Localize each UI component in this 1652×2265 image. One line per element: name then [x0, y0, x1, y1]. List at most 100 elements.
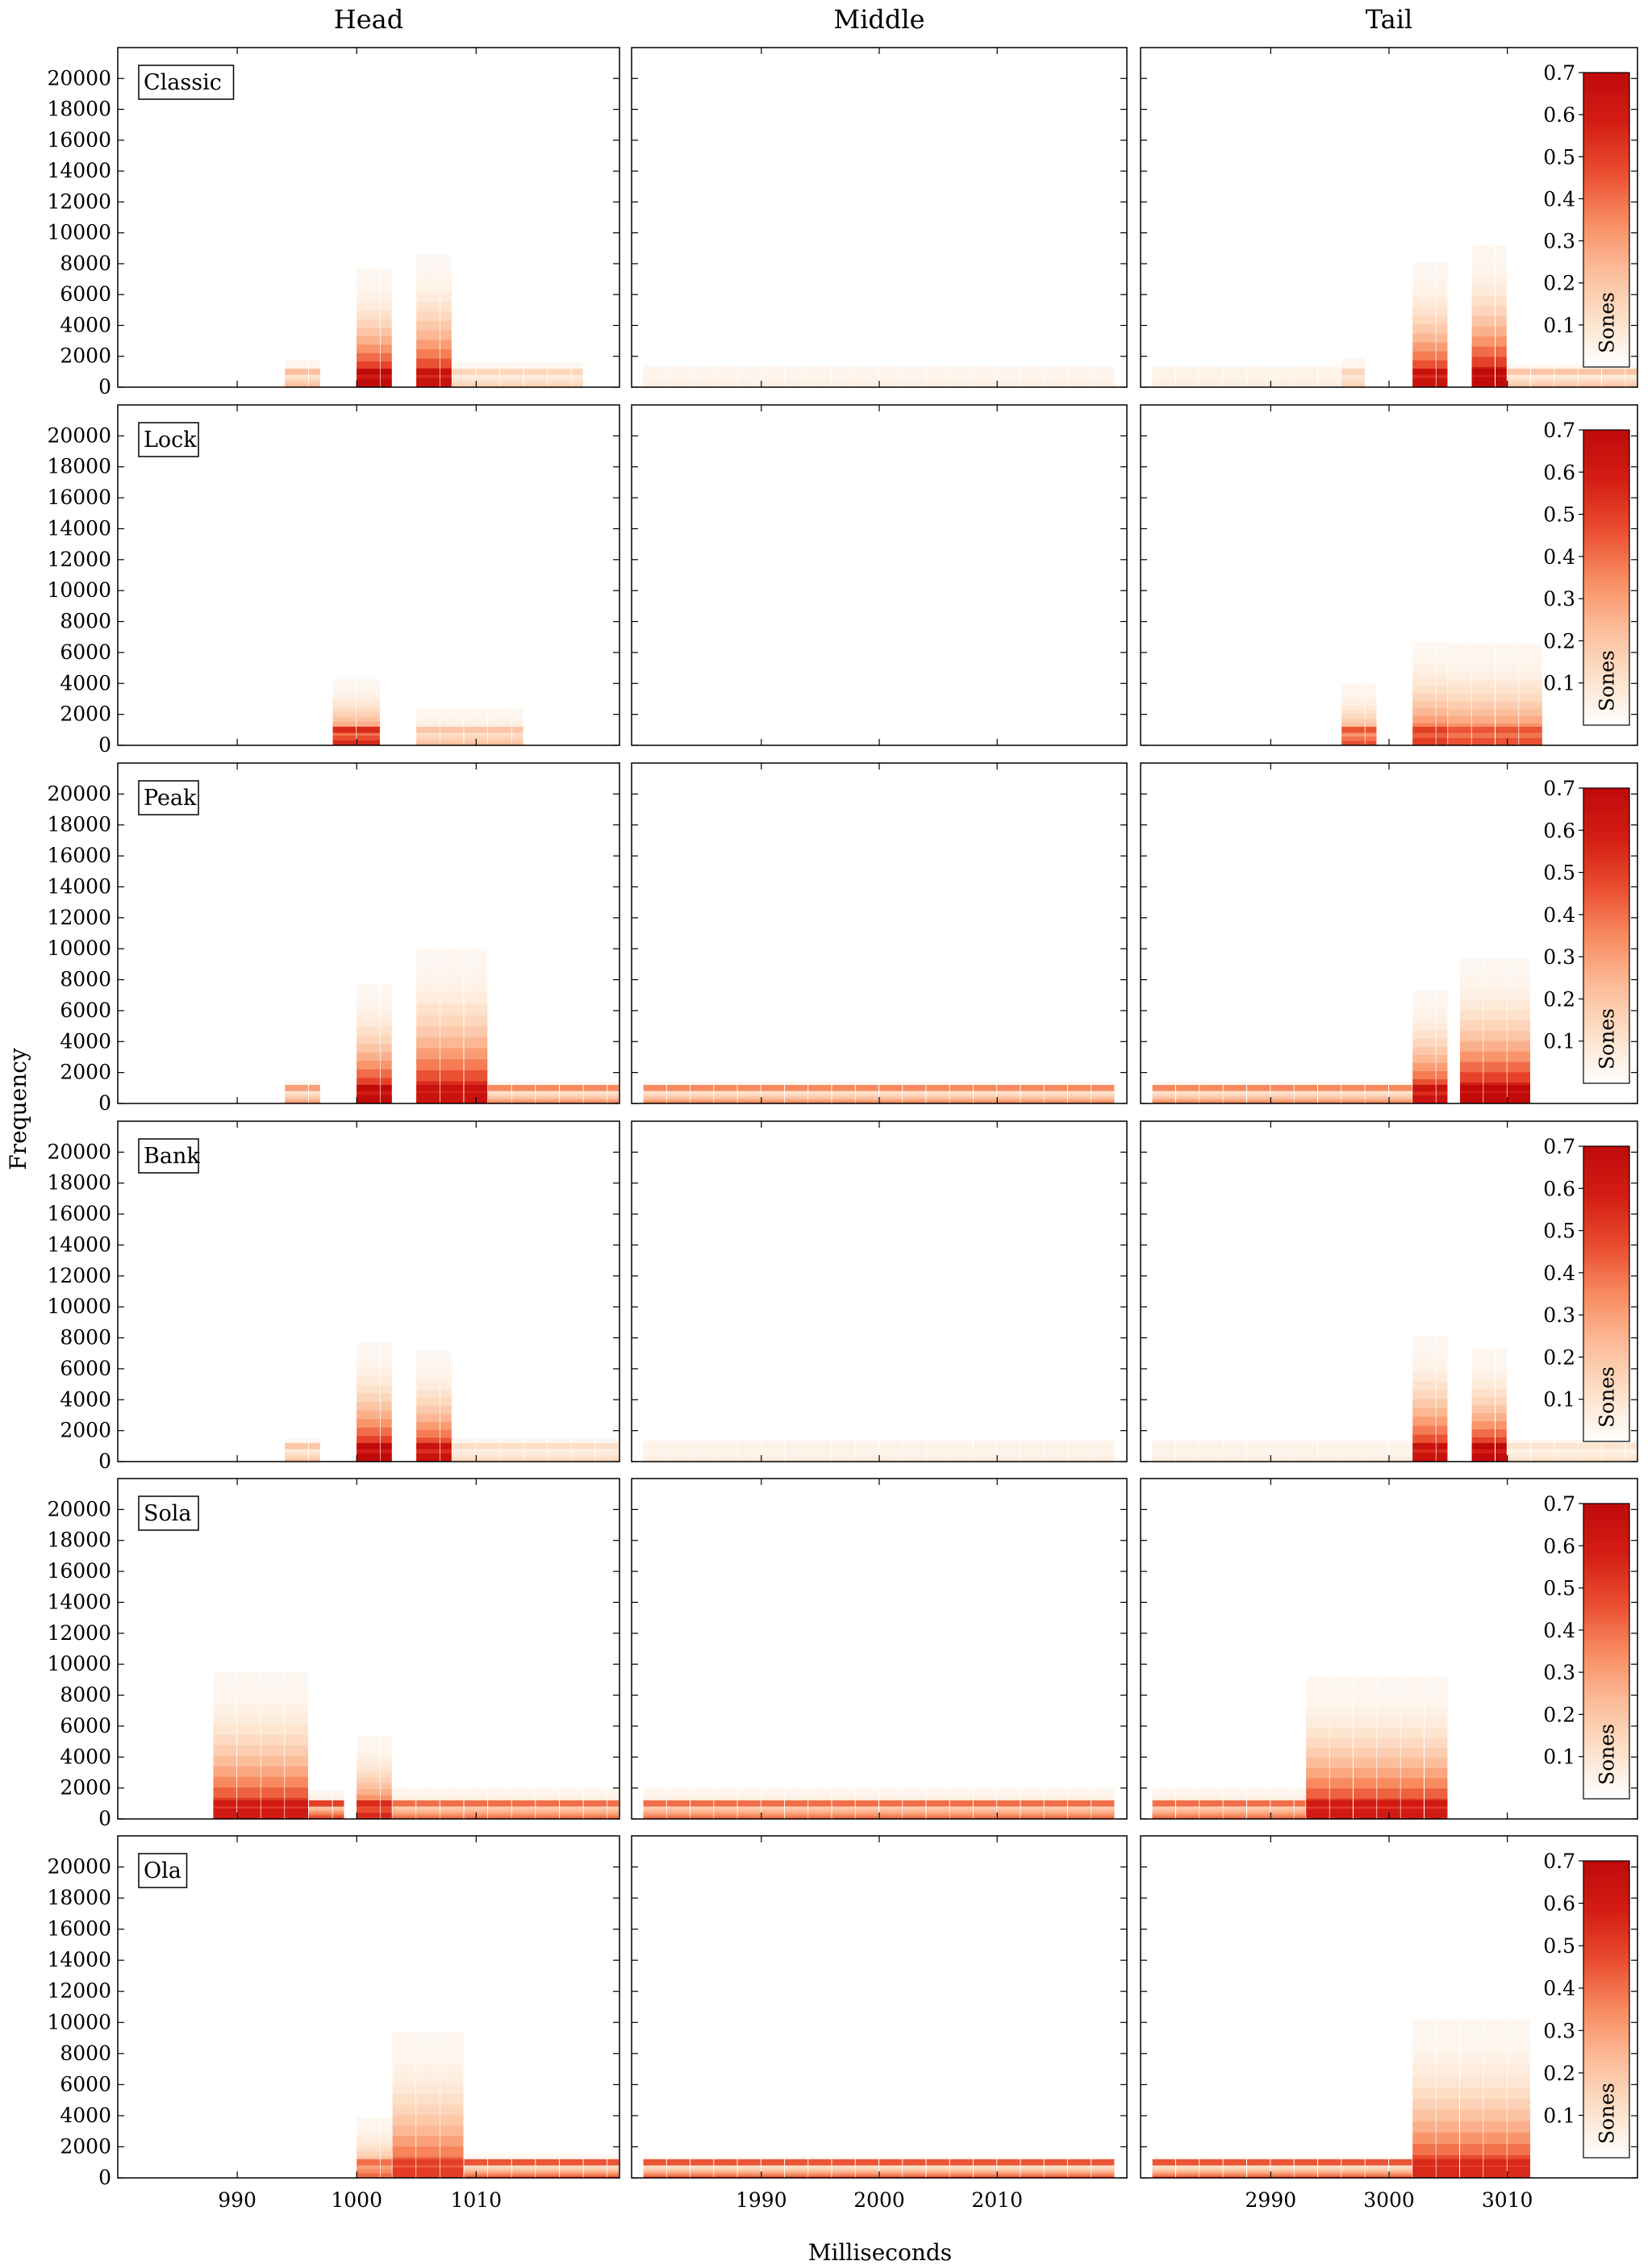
colorbar-tick-label: 0.4 — [1543, 1619, 1575, 1642]
heatmap-cell — [1044, 1102, 1067, 1103]
heatmap-cell — [548, 1459, 571, 1462]
heatmap-cell — [1199, 1102, 1223, 1103]
heatmap-band — [285, 1800, 308, 1807]
heatmap-cell — [1531, 385, 1554, 387]
panel-bank-middle — [631, 1120, 1128, 1462]
y-tick-label: 0 — [98, 2166, 111, 2189]
heatmap-cell — [511, 742, 524, 745]
heatmap-band — [903, 369, 926, 375]
heatmap-band — [1247, 369, 1270, 375]
heatmap-band — [571, 369, 583, 375]
heatmap-band — [997, 2159, 1020, 2166]
heatmap-band — [1152, 1800, 1175, 1807]
heatmap-band — [1554, 369, 1578, 375]
heatmap-band — [855, 1800, 878, 1807]
heatmap-cell — [524, 385, 548, 387]
heatmap-band — [308, 369, 320, 375]
row-label-classic: Classic — [144, 70, 222, 95]
heatmap-cells — [285, 254, 583, 387]
heatmap-cell — [488, 1817, 511, 1819]
x-axis-label: Milliseconds — [808, 2239, 952, 2265]
heatmap-band — [1294, 1800, 1306, 1807]
heatmap-cell — [1460, 1093, 1483, 1103]
heatmap-band — [855, 1442, 878, 1450]
heatmap-cell — [511, 1102, 536, 1103]
heatmap-band — [213, 1800, 237, 1807]
heatmap-cell — [499, 385, 524, 387]
heatmap-cell — [1067, 2176, 1091, 2178]
y-tick-label: 6000 — [60, 1357, 111, 1380]
heatmap-cell — [1531, 1460, 1554, 1462]
panel-frame — [117, 1835, 620, 2179]
heatmap-band — [737, 1442, 761, 1450]
heatmap-band — [511, 1800, 536, 1807]
heatmap-band — [1318, 2159, 1341, 2166]
panel-sola-middle — [631, 1478, 1128, 1820]
heatmap-cell — [997, 2176, 1020, 2178]
colorbar-tick-label: 0.5 — [1543, 1577, 1575, 1600]
heatmap-cell — [1294, 2176, 1317, 2178]
heatmap-band — [1460, 1084, 1483, 1091]
heatmap-band — [926, 1442, 949, 1450]
colorbar-tick-label: 0.4 — [1543, 545, 1575, 569]
heatmap-cell — [714, 1102, 737, 1103]
heatmap-band — [1044, 1442, 1067, 1450]
heatmap-cell — [949, 1460, 973, 1462]
heatmap-band — [416, 1084, 440, 1091]
y-tick-label: 4000 — [60, 671, 111, 695]
heatmap-band — [1365, 2159, 1388, 2166]
heatmap-cell — [785, 1102, 808, 1103]
heatmap-band — [737, 1800, 761, 1807]
colorbar-tick-label: 0.3 — [1543, 1661, 1575, 1684]
heatmap-cell — [1091, 1817, 1115, 1819]
heatmap-band — [1020, 2159, 1044, 2166]
heatmap-cell — [1425, 1808, 1448, 1819]
heatmap-band — [488, 1800, 511, 1807]
heatmap-cell — [1020, 1460, 1044, 1462]
heatmap-cell — [832, 1817, 855, 1819]
heatmap-band — [808, 369, 832, 375]
heatmap-band — [949, 2159, 973, 2166]
heatmap-band — [392, 2159, 416, 2166]
heatmap-cell — [1020, 1817, 1044, 1819]
heatmap-cells — [643, 1787, 1115, 1819]
heatmap-cell — [1436, 2166, 1459, 2178]
y-tick-label: 10000 — [47, 221, 111, 244]
heatmap-band — [237, 1800, 261, 1807]
panel-frame — [631, 1835, 1128, 2179]
heatmap-band — [1625, 1442, 1637, 1450]
heatmap-band — [488, 1084, 511, 1091]
heatmap-cell — [261, 1808, 285, 1819]
heatmap-cell — [1294, 386, 1317, 387]
panel-ola-head: 0 2000 4000 6000 8000 10000 12000 14000 16000 180… — [47, 1835, 620, 2212]
heatmap-band — [714, 2159, 737, 2166]
heatmap-band — [1223, 2159, 1246, 2166]
heatmap-cell — [1578, 1460, 1601, 1462]
heatmap-band — [308, 1442, 320, 1450]
heatmap-band — [1578, 369, 1601, 375]
heatmap-band — [1067, 2159, 1091, 2166]
heatmap-cell — [1067, 1460, 1091, 1462]
heatmap-band — [737, 369, 761, 375]
heatmap-band — [571, 1442, 595, 1450]
heatmap-cell — [1199, 1460, 1223, 1462]
row-label-peak: Peak — [144, 786, 197, 811]
heatmap-cell — [548, 385, 571, 387]
heatmap-band — [1152, 1442, 1175, 1450]
column-title-tail: Tail — [1366, 4, 1412, 35]
colorbar-tick-label: 0.3 — [1543, 587, 1575, 611]
panel-bank-head: 0 2000 4000 6000 8000 10000 12000 14000 16000 180… — [47, 1120, 620, 1473]
colorbar-tick-label: 0.1 — [1543, 1388, 1575, 1412]
heatmap-cells — [285, 949, 619, 1103]
heatmap-band — [524, 1442, 548, 1450]
y-tick-label: 6000 — [60, 640, 111, 664]
heatmap-band — [583, 2159, 607, 2166]
heatmap-band — [808, 1442, 832, 1450]
heatmap-cell — [440, 742, 464, 745]
y-tick-label: 12000 — [47, 1621, 111, 1645]
heatmap-band — [464, 1800, 488, 1807]
heatmap-cell — [855, 2176, 878, 2178]
heatmap-cell — [973, 1102, 997, 1103]
panel-frame — [631, 1478, 1128, 1820]
heatmap-cell — [997, 386, 1020, 387]
